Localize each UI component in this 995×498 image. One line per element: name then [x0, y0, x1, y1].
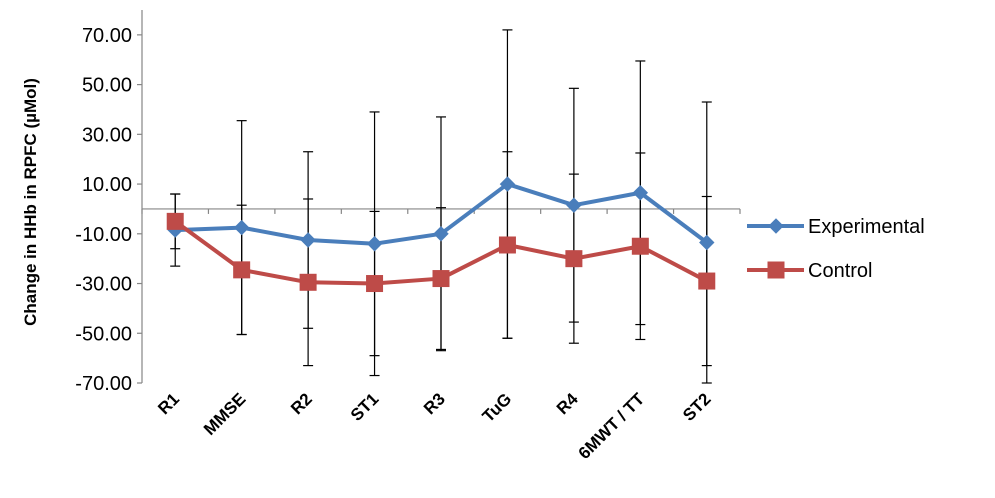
x-tick-label: 6MWT / TT — [575, 389, 649, 463]
y-tick-label: -30.00 — [75, 274, 132, 296]
data-point-experimental — [499, 176, 516, 192]
x-tick-label: R1 — [154, 389, 183, 418]
data-point-control — [631, 237, 649, 255]
legend: Experimental Control — [747, 216, 925, 282]
x-tick-label: ST2 — [679, 389, 714, 424]
x-tick-label: R4 — [553, 389, 582, 418]
y-tick-label: 50.00 — [82, 75, 132, 97]
legend-label-experimental: Experimental — [808, 216, 925, 238]
data-point-experimental — [566, 197, 582, 213]
y-tick-label: -70.00 — [75, 373, 132, 395]
data-point-experimental — [433, 226, 449, 242]
data-point-control — [698, 272, 716, 290]
x-tick-label: R3 — [420, 389, 449, 418]
x-tick-label: TuG — [479, 389, 516, 426]
y-axis-label: Change in HHb in RPFC (µMol) — [21, 78, 40, 326]
error-bars — [170, 29, 712, 384]
data-point-control — [498, 236, 516, 254]
x-tick-label: R2 — [287, 389, 316, 418]
data-point-experimental — [632, 185, 649, 201]
y-tick-label: 10.00 — [82, 174, 132, 196]
legend-marker-experimental — [768, 218, 784, 234]
data-point-experimental — [699, 234, 715, 251]
legend-label-control: Control — [808, 260, 872, 282]
series-markers — [166, 176, 716, 293]
y-tick-labels: 70.00 50.00 30.00 10.00 -10.00 -30.00 -50.00 -7… — [75, 25, 132, 395]
y-tick-label: -50.00 — [75, 323, 132, 345]
data-point-control — [233, 261, 251, 279]
chart-axes — [137, 10, 741, 384]
data-point-control — [299, 273, 317, 291]
legend-marker-control — [767, 261, 785, 279]
x-tick-label: MMSE — [200, 389, 249, 438]
data-point-control — [166, 212, 184, 230]
data-point-control — [366, 275, 384, 293]
data-point-control — [565, 250, 583, 268]
data-point-control — [432, 270, 450, 288]
data-point-experimental — [233, 219, 250, 236]
data-point-experimental — [366, 236, 383, 252]
y-tick-label: 70.00 — [82, 25, 132, 47]
data-point-experimental — [300, 232, 316, 248]
y-tick-label: -10.00 — [75, 224, 132, 246]
y-tick-label: 30.00 — [82, 124, 132, 146]
x-tick-label: ST1 — [347, 389, 382, 424]
